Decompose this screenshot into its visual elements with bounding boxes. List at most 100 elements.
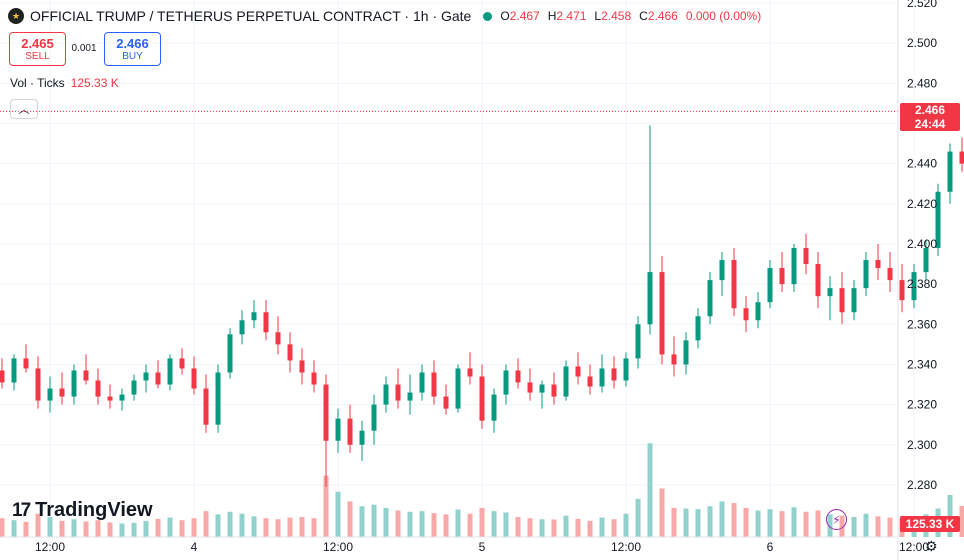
volume-bar bbox=[635, 498, 641, 537]
candle-body bbox=[251, 312, 257, 321]
candle-body bbox=[119, 394, 125, 401]
volume-bar bbox=[23, 521, 29, 537]
volume-bar bbox=[479, 507, 485, 537]
candle-body bbox=[815, 264, 821, 297]
volume-bar bbox=[71, 519, 77, 537]
candle-body bbox=[503, 370, 509, 395]
candle-body bbox=[467, 368, 473, 377]
volume-bar bbox=[371, 504, 377, 537]
candle-body bbox=[635, 324, 641, 359]
price-tick-label: 2.500 bbox=[907, 36, 937, 50]
chevron-up-icon: ︿ bbox=[18, 104, 30, 116]
candle-body bbox=[47, 388, 53, 401]
price-tick-label: 2.300 bbox=[907, 438, 937, 452]
time-tick-label: 4 bbox=[191, 540, 198, 554]
volume-bar bbox=[59, 520, 65, 537]
symbol-title[interactable]: OFFICIAL TRUMP / TETHERUS PERPETUAL CONT… bbox=[30, 8, 472, 24]
volume-bar bbox=[959, 505, 964, 537]
volume-bar bbox=[719, 501, 725, 537]
price-tick-label: 2.380 bbox=[907, 277, 937, 291]
chart-grid bbox=[0, 0, 915, 537]
volume-bar bbox=[95, 520, 101, 537]
volume-bar bbox=[587, 520, 593, 537]
candle-body bbox=[623, 358, 629, 381]
candle-body bbox=[551, 384, 557, 397]
volume-bar bbox=[539, 519, 545, 537]
volume-bar bbox=[671, 507, 677, 537]
price-tick-label: 2.320 bbox=[907, 398, 937, 412]
volume-bar bbox=[203, 511, 209, 537]
sell-button[interactable]: 2.465 SELL bbox=[9, 32, 66, 66]
volume-bar bbox=[683, 508, 689, 537]
volume-bar bbox=[47, 516, 53, 537]
price-tick-label: 2.340 bbox=[907, 357, 937, 371]
volume-bar bbox=[215, 514, 221, 537]
volume-bar bbox=[647, 443, 653, 537]
candle-body bbox=[839, 288, 845, 313]
volume-legend[interactable]: Vol · Ticks 125.33 K bbox=[10, 76, 119, 90]
high-label: H bbox=[547, 9, 557, 23]
volume-bar bbox=[659, 488, 665, 537]
tradingview-mark-icon: 17 bbox=[12, 499, 31, 521]
volume-bar bbox=[851, 516, 857, 537]
volume-bar bbox=[275, 519, 281, 537]
volume-bar bbox=[263, 518, 269, 537]
volume-bar bbox=[335, 491, 341, 537]
candle-body bbox=[659, 272, 665, 355]
volume-bar bbox=[515, 516, 521, 537]
candle-body bbox=[83, 370, 89, 381]
collapse-legend-button[interactable]: ︿ bbox=[10, 99, 38, 119]
lightning-icon[interactable]: ⚡ bbox=[826, 509, 847, 530]
candle-body bbox=[887, 268, 893, 281]
candle-body bbox=[371, 404, 377, 431]
trump-coin-icon: ★ bbox=[8, 8, 24, 24]
candle-body bbox=[419, 372, 425, 393]
volume-bar bbox=[155, 518, 161, 537]
price-tick-label: 2.420 bbox=[907, 197, 937, 211]
candle-body bbox=[695, 316, 701, 341]
volume-bar bbox=[455, 509, 461, 537]
volume-bar bbox=[143, 520, 149, 537]
candle-body bbox=[719, 260, 725, 281]
candle-body bbox=[947, 151, 953, 192]
volume-bar bbox=[191, 518, 197, 537]
candle-body bbox=[491, 394, 497, 421]
candle-body bbox=[515, 370, 521, 383]
price-axis[interactable]: 2.280 2.300 2.320 2.340 2.360 2.380 2.400 2.420… bbox=[907, 0, 937, 492]
settings-gear-icon[interactable]: ⚙ bbox=[925, 538, 938, 554]
ohlc-open: O2.467 bbox=[500, 9, 539, 23]
candle-body bbox=[443, 396, 449, 409]
buy-button[interactable]: 2.466 BUY bbox=[104, 32, 161, 66]
time-tick-label: 12:00 bbox=[323, 540, 353, 554]
open-label: O bbox=[500, 9, 510, 23]
candle-body bbox=[95, 380, 101, 397]
buy-price: 2.466 bbox=[116, 36, 149, 51]
candle-body bbox=[647, 272, 653, 325]
volume-bar bbox=[299, 516, 305, 537]
change-value: 0.000 (0.00%) bbox=[685, 9, 762, 23]
candle-body bbox=[359, 430, 365, 445]
candle-body bbox=[263, 312, 269, 333]
volume-bar bbox=[311, 518, 317, 537]
volume-bar bbox=[11, 520, 17, 537]
tradingview-logo[interactable]: 17 TradingView bbox=[12, 499, 153, 522]
volume-bar bbox=[695, 509, 701, 537]
candle-body bbox=[863, 260, 869, 289]
candle-body bbox=[191, 368, 197, 389]
candle-body bbox=[431, 372, 437, 397]
candle-body bbox=[287, 344, 293, 361]
candle-body bbox=[275, 332, 281, 345]
volume-bar bbox=[875, 516, 881, 537]
volume-bar bbox=[323, 475, 329, 537]
candle-body bbox=[143, 372, 149, 381]
candle-body bbox=[959, 151, 964, 164]
close-value: 2.466 bbox=[647, 9, 678, 23]
candle-body bbox=[671, 354, 677, 365]
candle-body bbox=[935, 191, 941, 248]
chart-header: ★ OFFICIAL TRUMP / TETHERUS PERPETUAL CO… bbox=[8, 6, 769, 26]
candle-body bbox=[851, 288, 857, 313]
volume-bar bbox=[239, 513, 245, 537]
volume-bar bbox=[83, 521, 89, 537]
